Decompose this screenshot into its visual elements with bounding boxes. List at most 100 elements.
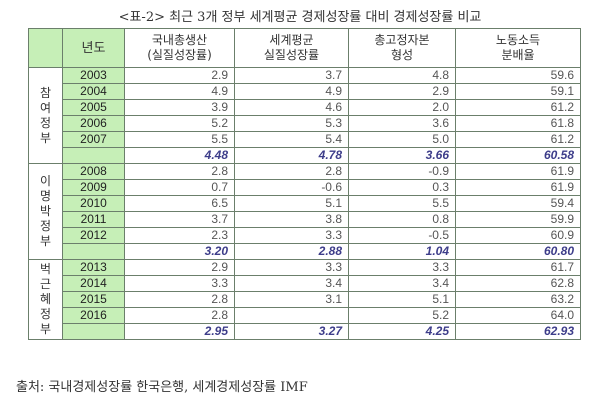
value-cell: 5.3 [234,115,349,132]
average-value-cell: 3.66 [348,147,456,164]
government-char: 이 [39,174,52,188]
average-value-cell: 2.95 [124,323,235,340]
average-value-cell: 4.78 [234,147,349,164]
table-row: 이 명 박 정 부 2008 2.8 2.8 -0.9 61.9 [28,163,581,260]
year-cell: 2007 [62,131,125,148]
value-cell: 3.4 [348,275,456,292]
value-cell: 0.3 [348,179,456,196]
table-caption: <표-2> 최근 3개 정부 세계평균 경제성장률 대비 경제성장률 비교 [118,10,482,25]
average-row: 2.95 3.27 4.25 62.93 [29,323,581,340]
table-row: 2011 3.7 3.8 0.8 59.9 [29,211,581,228]
average-row: 4.48 4.78 3.66 60.58 [29,147,581,164]
table-row: 2009 0.7 -0.6 0.3 61.9 [29,179,581,196]
value-cell: 61.7 [455,259,581,276]
table-row: 2007 5.5 5.4 5.0 61.2 [29,131,581,148]
table-row: 2016 2.8 5.2 64.0 [29,307,581,324]
value-cell: 5.1 [234,195,349,212]
header-labor-share: 노동소득 분배율 [455,28,581,68]
header-world-line2: 실질성장률 [263,48,320,62]
value-cell: 64.0 [455,307,581,324]
year-cell: 2005 [62,99,125,116]
average-value-cell: 60.58 [455,147,581,164]
value-cell: 2.9 [348,83,456,100]
government-char: 부 [39,234,52,248]
average-year-cell [62,323,125,340]
value-cell: 2.3 [124,227,235,244]
value-cell: 3.7 [234,67,349,84]
value-cell: 3.8 [234,211,349,228]
value-cell: 59.4 [455,195,581,212]
value-cell: 62.8 [455,275,581,292]
value-cell: 59.6 [455,67,581,84]
year-cell: 2010 [62,195,125,212]
value-cell: -0.9 [348,163,456,180]
header-gdp: 국내총생산 (실질성장률) [124,28,235,68]
year-cell: 2009 [62,179,125,196]
growth-comparison-table: 년도 국내총생산 (실질성장률) 세계평균 실질성장률 총고정자본 형성 노동소득 분배… [28,28,581,340]
government-char: 벅 [39,262,52,276]
value-cell: 5.0 [348,131,456,148]
value-cell: 61.9 [455,163,581,180]
value-cell: 4.9 [124,83,235,100]
year-cell: 2011 [62,211,125,228]
table-body: 년도 국내총생산 (실질성장률) 세계평균 실질성장률 총고정자본 형성 노동소득 분배… [28,28,581,340]
value-cell: 5.5 [348,195,456,212]
value-cell: 3.9 [124,99,235,116]
average-value-cell: 60.80 [455,243,581,260]
table-row: 참 여 정 부 2003 2.9 3.7 4.8 59.6 [28,67,581,164]
government-char: 정 [39,307,52,321]
average-value-cell: 4.25 [348,323,456,340]
table-row: 2004 4.9 4.9 2.9 59.1 [29,83,581,100]
value-cell: 5.4 [234,131,349,148]
header-year: 년도 [62,28,125,68]
header-world-growth: 세계평균 실질성장률 [234,28,349,68]
average-value-cell: 4.48 [124,147,235,164]
government-char: 부 [39,130,52,145]
header-year-label: 년도 [81,40,106,56]
year-cell: 2016 [62,307,125,324]
value-cell: 5.2 [124,115,235,132]
header-gdp-line1: 국내총생산 [151,33,208,47]
header-row: 년도 국내총생산 (실질성장률) 세계평균 실질성장률 총고정자본 형성 노동소득 분배… [28,28,581,68]
value-cell: 2.9 [124,67,235,84]
source-note: 출처: 국내경제성장률 한국은행, 세계경제성장률 IMF [16,380,308,395]
value-cell: 2.9 [124,259,235,276]
table-row: 2006 5.2 5.3 3.6 61.8 [29,115,581,132]
header-capital-line2: 형성 [390,48,414,62]
value-cell: 5.1 [348,291,456,308]
value-cell: 61.2 [455,99,581,116]
average-row: 3.20 2.88 1.04 60.80 [29,243,581,260]
value-cell: 3.4 [234,275,349,292]
table-row: 2012 2.3 3.3 -0.5 60.9 [29,227,581,244]
value-cell: 6.5 [124,195,235,212]
value-cell: 3.1 [234,291,349,308]
government-char: 박 [39,204,52,218]
table-row: 벅 근 혜 정 부 2013 2.9 3.3 3.3 61.7 [28,259,581,340]
average-year-cell [62,243,125,260]
government-char: 혜 [39,292,52,306]
header-fixed-capital: 총고정자본 형성 [348,28,456,68]
value-cell: 2.8 [124,307,235,324]
value-cell: 0.8 [348,211,456,228]
value-cell [234,307,349,324]
value-cell: 3.6 [348,115,456,132]
value-cell: -0.6 [234,179,349,196]
government-char: 근 [39,277,52,291]
header-labor-line2: 분배율 [501,48,535,62]
value-cell: 3.3 [234,259,349,276]
average-value-cell: 1.04 [348,243,456,260]
value-cell: 61.9 [455,179,581,196]
value-cell: 2.8 [234,163,349,180]
table-row: 2014 3.3 3.4 3.4 62.8 [29,275,581,292]
value-cell: 59.9 [455,211,581,228]
value-cell: 59.1 [455,83,581,100]
value-cell: 4.9 [234,83,349,100]
value-cell: 3.3 [124,275,235,292]
value-cell: 4.8 [348,67,456,84]
value-cell: 2.8 [124,163,235,180]
value-cell: 61.2 [455,131,581,148]
header-world-line1: 세계평균 [269,33,314,47]
government-char: 참 [39,85,52,100]
